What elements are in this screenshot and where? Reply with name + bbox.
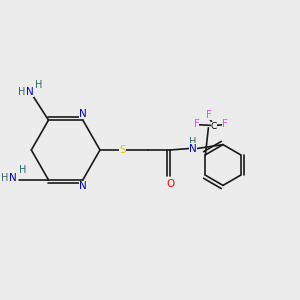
Text: C: C	[211, 122, 217, 131]
Text: N: N	[26, 87, 34, 97]
Text: O: O	[166, 179, 174, 189]
Text: S: S	[119, 145, 126, 155]
Text: H: H	[189, 137, 197, 147]
Text: N: N	[9, 173, 17, 183]
Text: H: H	[35, 80, 42, 90]
Text: H: H	[1, 173, 8, 183]
Text: F: F	[206, 110, 212, 120]
Text: H: H	[19, 165, 26, 175]
Text: N: N	[79, 109, 87, 118]
Text: F: F	[194, 119, 200, 129]
Text: F: F	[222, 119, 228, 129]
Text: N: N	[189, 143, 197, 154]
Text: H: H	[18, 87, 25, 97]
Text: N: N	[79, 182, 87, 191]
